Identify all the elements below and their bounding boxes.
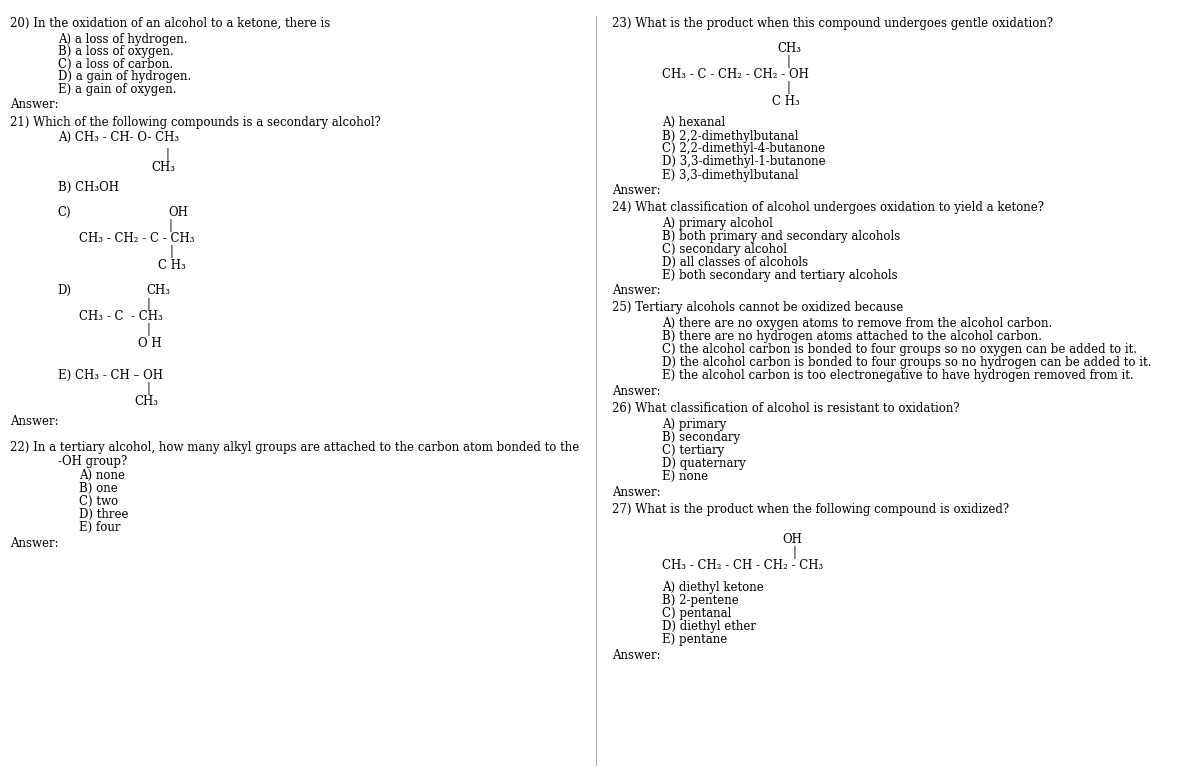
Text: C) pentanal: C) pentanal (662, 607, 732, 620)
Text: A) CH₃ - CH- O- CH₃: A) CH₃ - CH- O- CH₃ (58, 131, 179, 144)
Text: |: | (166, 148, 169, 162)
Text: O H: O H (138, 337, 162, 350)
Text: C) 2,2-dimethyl-4-butanone: C) 2,2-dimethyl-4-butanone (662, 142, 826, 155)
Text: D) all classes of alcohols: D) all classes of alcohols (662, 256, 809, 269)
Text: 23) What is the product when this compound undergoes gentle oxidation?: 23) What is the product when this compou… (612, 17, 1054, 30)
Text: Answer:: Answer: (612, 486, 661, 499)
Text: -OH group?: -OH group? (58, 455, 127, 468)
Text: |: | (146, 298, 150, 311)
Text: OH: OH (168, 206, 188, 219)
Text: C H₃: C H₃ (158, 259, 186, 272)
Text: D): D) (58, 284, 72, 298)
Text: A) primary: A) primary (662, 418, 727, 431)
Text: B) one: B) one (79, 482, 118, 495)
Text: |: | (169, 245, 173, 259)
Text: CH₃: CH₃ (151, 161, 175, 174)
Text: A) diethyl ketone: A) diethyl ketone (662, 581, 764, 594)
Text: CH₃ - C  - CH₃: CH₃ - C - CH₃ (79, 310, 163, 323)
Text: E) 3,3-dimethylbutanal: E) 3,3-dimethylbutanal (662, 169, 799, 182)
Text: CH₃ - C - CH₂ - CH₂ - OH: CH₃ - C - CH₂ - CH₂ - OH (662, 68, 809, 81)
Text: CH₃ - CH₂ - CH - CH₂ - CH₃: CH₃ - CH₂ - CH - CH₂ - CH₃ (662, 559, 823, 572)
Text: A) there are no oxygen atoms to remove from the alcohol carbon.: A) there are no oxygen atoms to remove f… (662, 317, 1052, 330)
Text: 21) Which of the following compounds is a secondary alcohol?: 21) Which of the following compounds is … (10, 116, 380, 129)
Text: E) a gain of oxygen.: E) a gain of oxygen. (58, 83, 176, 96)
Text: C): C) (58, 206, 71, 219)
Text: 20) In the oxidation of an alcohol to a ketone, there is: 20) In the oxidation of an alcohol to a … (10, 17, 330, 30)
Text: |: | (168, 219, 172, 233)
Text: Answer:: Answer: (10, 415, 59, 429)
Text: B) CH₃OH: B) CH₃OH (58, 181, 119, 194)
Text: B) 2,2-dimethylbutanal: B) 2,2-dimethylbutanal (662, 130, 799, 143)
Text: 27) What is the product when the following compound is oxidized?: 27) What is the product when the followi… (612, 503, 1009, 516)
Text: 26) What classification of alcohol is resistant to oxidation?: 26) What classification of alcohol is re… (612, 402, 960, 415)
Text: 25) Tertiary alcohols cannot be oxidized because: 25) Tertiary alcohols cannot be oxidized… (612, 301, 904, 315)
Text: D) quaternary: D) quaternary (662, 457, 746, 470)
Text: Answer:: Answer: (10, 537, 59, 550)
Text: B) there are no hydrogen atoms attached to the alcohol carbon.: B) there are no hydrogen atoms attached … (662, 330, 1043, 344)
Text: B) a loss of oxygen.: B) a loss of oxygen. (58, 45, 173, 59)
Text: Answer:: Answer: (612, 385, 661, 398)
Text: Answer:: Answer: (612, 184, 661, 198)
Text: D) diethyl ether: D) diethyl ether (662, 620, 756, 633)
Text: Answer:: Answer: (612, 649, 661, 662)
Text: CH₃: CH₃ (146, 284, 170, 298)
Text: C) two: C) two (79, 495, 119, 508)
Text: E) CH₃ - CH – OH: E) CH₃ - CH – OH (58, 369, 163, 382)
Text: 24) What classification of alcohol undergoes oxidation to yield a ketone?: 24) What classification of alcohol under… (612, 201, 1044, 215)
Text: OH: OH (782, 533, 803, 546)
Text: CH₃: CH₃ (134, 395, 158, 408)
Text: |: | (786, 55, 790, 69)
Text: B) secondary: B) secondary (662, 431, 740, 444)
Text: D) the alcohol carbon is bonded to four groups so no hydrogen can be added to it: D) the alcohol carbon is bonded to four … (662, 356, 1152, 369)
Text: C) secondary alcohol: C) secondary alcohol (662, 243, 787, 256)
Text: D) 3,3-dimethyl-1-butanone: D) 3,3-dimethyl-1-butanone (662, 155, 826, 169)
Text: D) a gain of hydrogen.: D) a gain of hydrogen. (58, 70, 191, 84)
Text: A) hexanal: A) hexanal (662, 116, 726, 130)
Text: 22) In a tertiary alcohol, how many alkyl groups are attached to the carbon atom: 22) In a tertiary alcohol, how many alky… (10, 441, 578, 455)
Text: C) tertiary: C) tertiary (662, 444, 725, 457)
Text: |: | (792, 546, 796, 559)
Text: CH₃ - CH₂ - C - CH₃: CH₃ - CH₂ - C - CH₃ (79, 232, 194, 245)
Text: Answer:: Answer: (612, 284, 661, 298)
Text: B) 2-pentene: B) 2-pentene (662, 594, 739, 608)
Text: |: | (146, 382, 150, 395)
Text: C) the alcohol carbon is bonded to four groups so no oxygen can be added to it.: C) the alcohol carbon is bonded to four … (662, 343, 1138, 356)
Text: E) four: E) four (79, 521, 121, 534)
Text: E) the alcohol carbon is too electronegative to have hydrogen removed from it.: E) the alcohol carbon is too electronega… (662, 369, 1134, 383)
Text: |: | (786, 81, 790, 95)
Text: C) a loss of carbon.: C) a loss of carbon. (58, 58, 173, 71)
Text: |: | (146, 323, 150, 337)
Text: A) primary alcohol: A) primary alcohol (662, 217, 773, 230)
Text: E) pentane: E) pentane (662, 633, 727, 647)
Text: A) none: A) none (79, 469, 125, 482)
Text: E) none: E) none (662, 470, 708, 483)
Text: B) both primary and secondary alcohols: B) both primary and secondary alcohols (662, 230, 901, 243)
Text: C H₃: C H₃ (772, 95, 799, 108)
Text: A) a loss of hydrogen.: A) a loss of hydrogen. (58, 33, 187, 46)
Text: E) both secondary and tertiary alcohols: E) both secondary and tertiary alcohols (662, 269, 898, 282)
Text: D) three: D) three (79, 508, 128, 521)
Text: Answer:: Answer: (10, 98, 59, 112)
Text: CH₃: CH₃ (778, 42, 802, 55)
